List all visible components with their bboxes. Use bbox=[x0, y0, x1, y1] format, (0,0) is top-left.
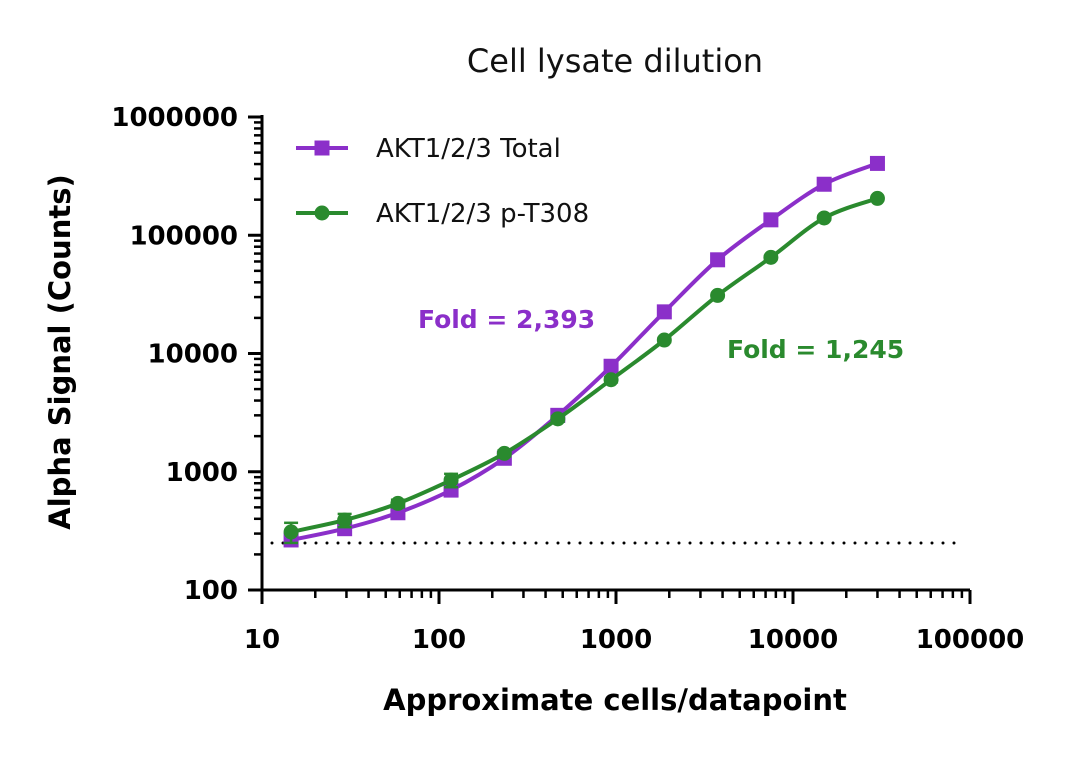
y-tick-label: 100000 bbox=[129, 221, 238, 251]
legend-item: AKT1/2/3 p-T308 bbox=[296, 199, 589, 229]
data-point-circle bbox=[337, 512, 353, 528]
series-group bbox=[283, 155, 885, 548]
series-line bbox=[290, 196, 879, 534]
legend: AKT1/2/3 Total AKT1/2/3 p-T308 bbox=[296, 134, 589, 229]
data-point-circle bbox=[763, 249, 779, 265]
data-point-square bbox=[603, 358, 619, 374]
data-point-circle bbox=[603, 372, 619, 388]
chart-title: Cell lysate dilution bbox=[467, 42, 763, 80]
y-tick-label: 100 bbox=[184, 576, 238, 606]
y-tick-label: 1000000 bbox=[111, 103, 238, 133]
data-point-circle bbox=[283, 524, 299, 540]
data-point-circle bbox=[390, 495, 406, 511]
axes: 10 100 1000 10000 10000010010001000010000010… bbox=[111, 103, 1024, 655]
x-axis-label: Approximate cells/datapoint bbox=[383, 683, 847, 717]
data-point-square bbox=[710, 252, 726, 268]
data-point-circle bbox=[656, 332, 672, 348]
x-tick-label: 10000 bbox=[748, 625, 838, 655]
x-tick-label: 100 bbox=[412, 625, 466, 655]
series-p-t308 bbox=[283, 190, 885, 545]
fold-annotation: Fold = 1,245 bbox=[727, 335, 904, 364]
legend-marker-square bbox=[314, 140, 330, 156]
fold-annotation: Fold = 2,393 bbox=[418, 305, 595, 334]
y-axis-label: Alpha Signal (Counts) bbox=[43, 174, 77, 529]
y-tick-label: 1000 bbox=[166, 458, 238, 488]
data-point-square bbox=[816, 176, 832, 192]
data-point-circle bbox=[550, 411, 566, 427]
data-point-circle bbox=[816, 210, 832, 226]
series-total bbox=[283, 155, 885, 548]
data-point-circle bbox=[869, 190, 885, 206]
annotations: Fold = 2,393 Fold = 1,245 bbox=[418, 305, 904, 364]
y-tick-label: 10000 bbox=[148, 340, 238, 370]
data-point-circle bbox=[496, 445, 512, 461]
data-point-square bbox=[763, 212, 779, 228]
data-point-square bbox=[656, 304, 672, 320]
x-tick-label: 1000 bbox=[580, 625, 652, 655]
data-point-circle bbox=[443, 472, 459, 488]
x-tick-label: 100000 bbox=[916, 625, 1025, 655]
legend-label: AKT1/2/3 Total bbox=[376, 134, 561, 164]
legend-label: AKT1/2/3 p-T308 bbox=[376, 199, 589, 229]
legend-item: AKT1/2/3 Total bbox=[296, 134, 561, 164]
x-tick-label: 10 bbox=[244, 625, 280, 655]
data-point-square bbox=[869, 155, 885, 171]
legend-marker-circle bbox=[314, 205, 330, 221]
data-point-circle bbox=[710, 287, 726, 303]
